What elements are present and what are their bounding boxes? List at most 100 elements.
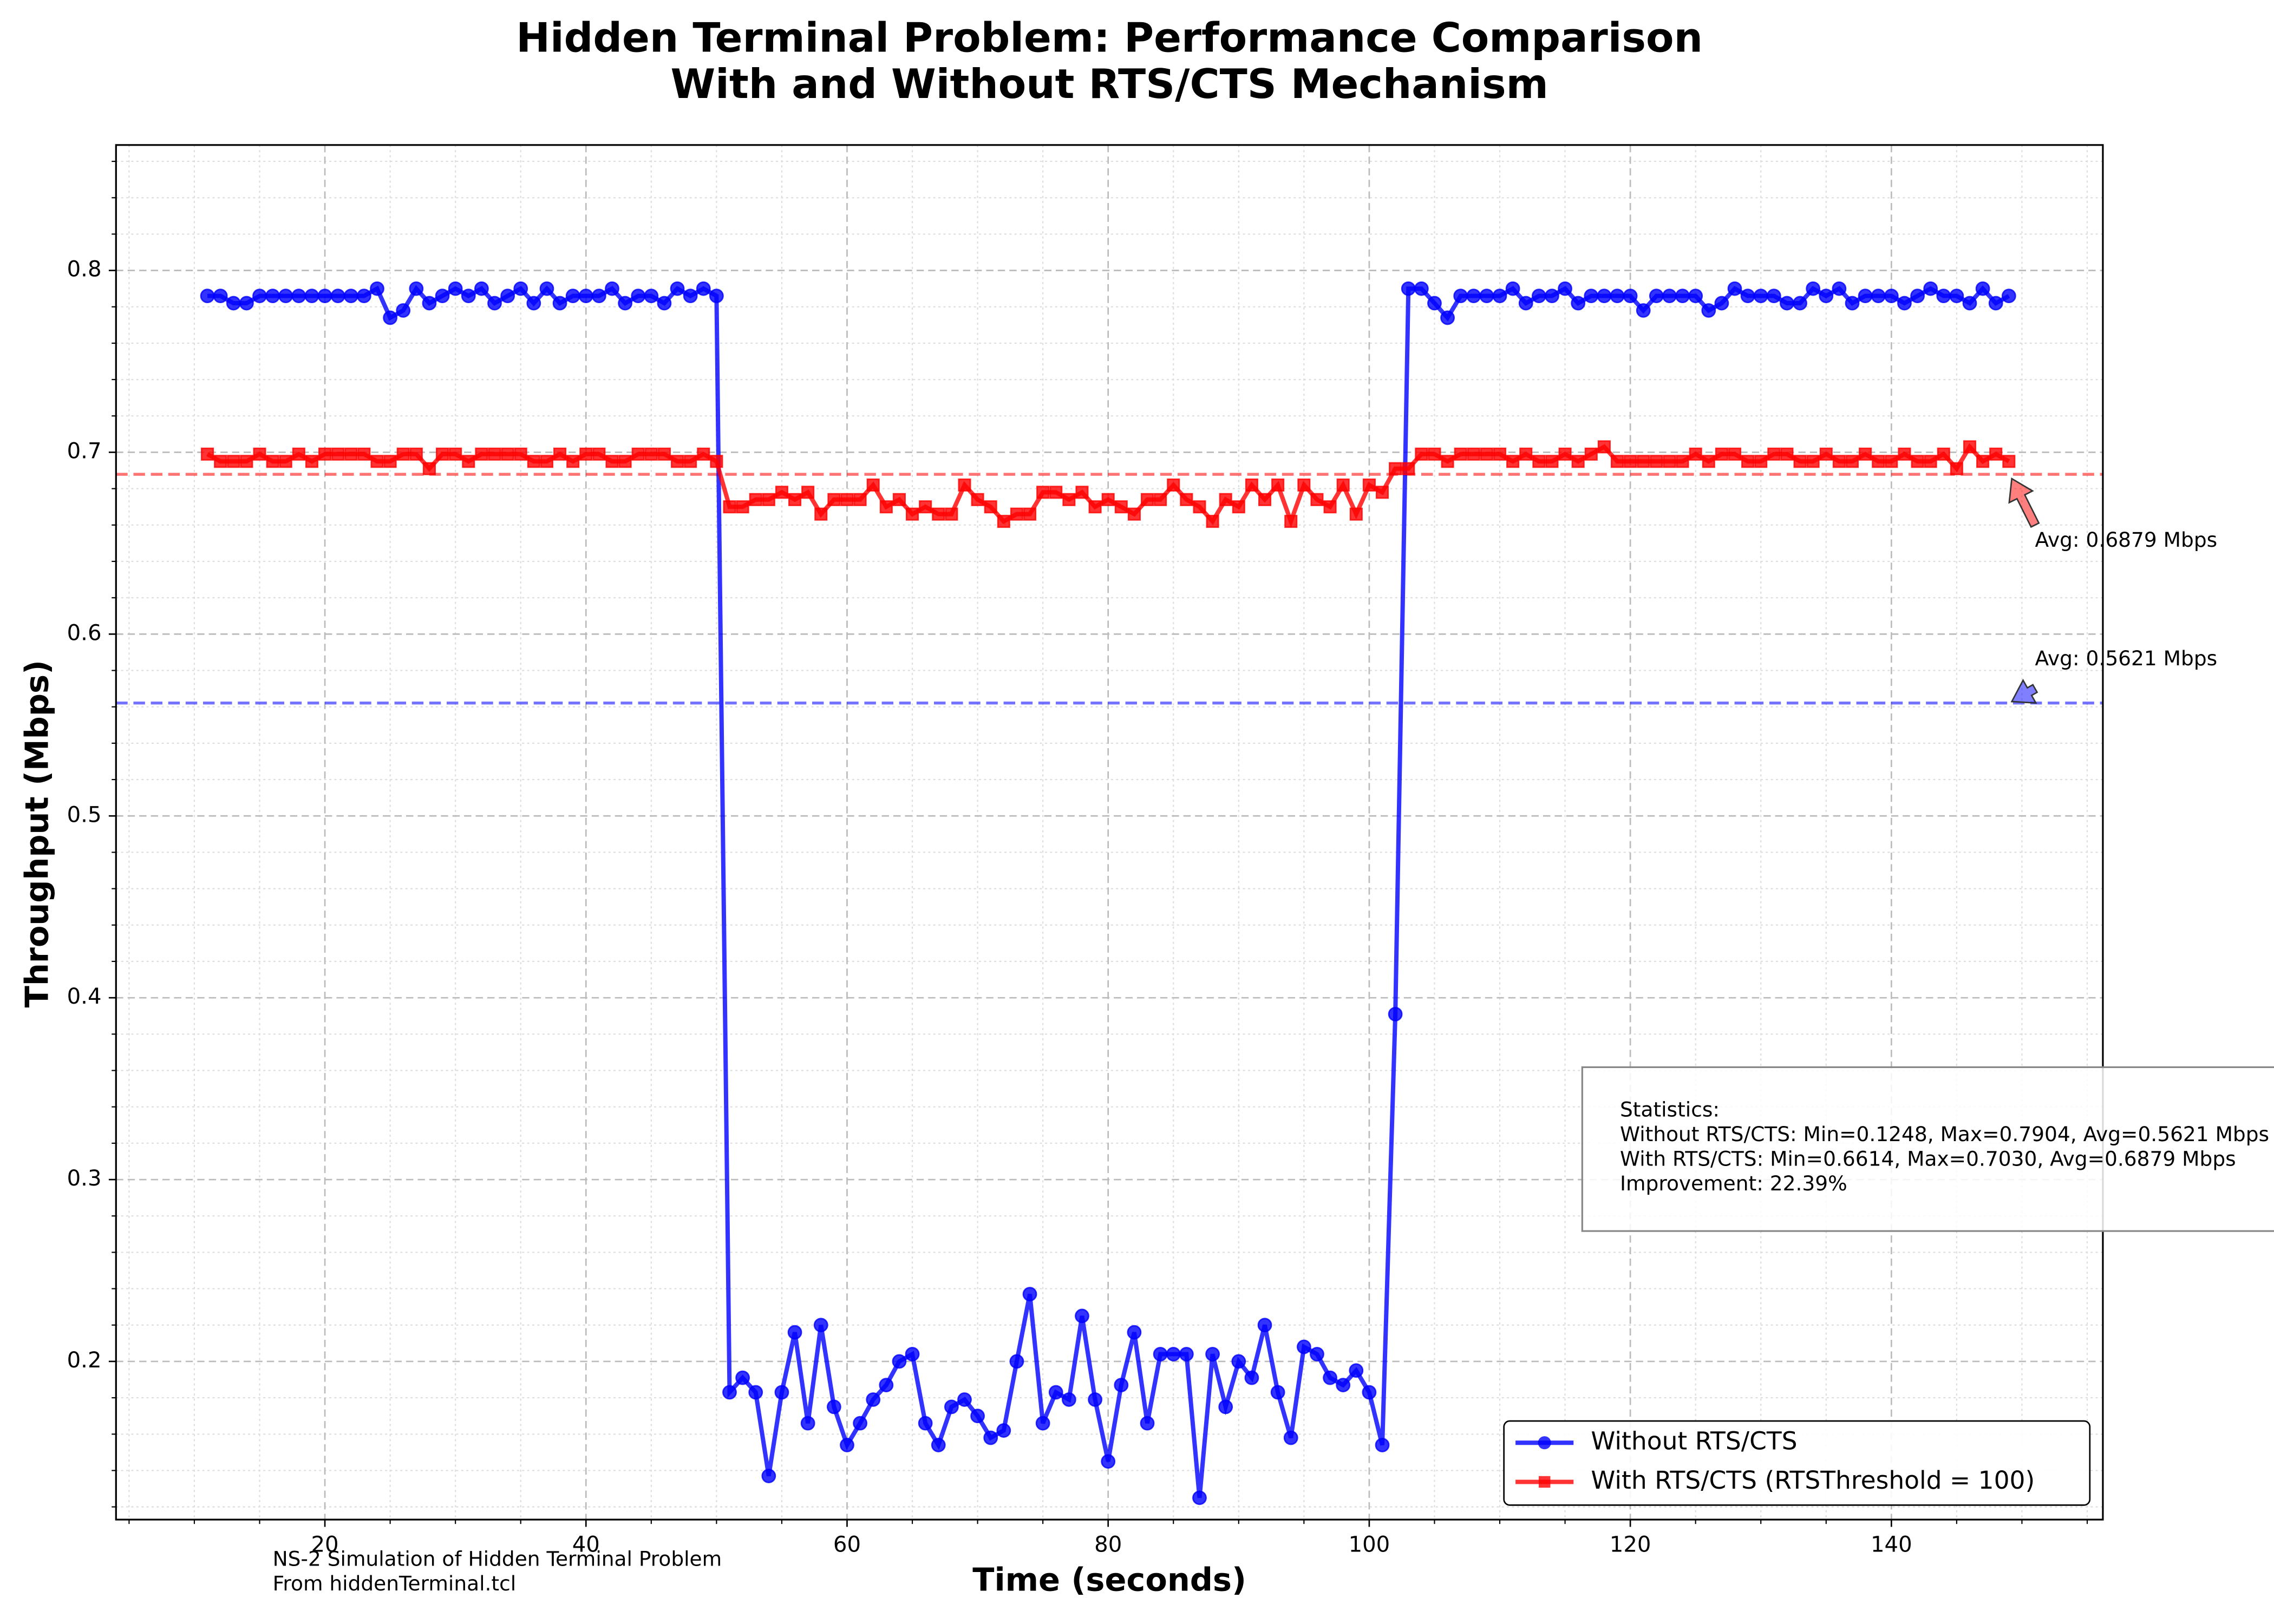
marker xyxy=(1780,296,1794,311)
marker xyxy=(1597,289,1612,304)
marker xyxy=(722,1385,737,1400)
marker xyxy=(226,296,241,311)
marker xyxy=(1506,455,1520,468)
marker xyxy=(1336,1378,1351,1392)
marker xyxy=(1480,447,1493,461)
marker xyxy=(684,455,697,468)
marker xyxy=(1192,1490,1207,1505)
marker xyxy=(591,289,606,304)
marker xyxy=(265,289,280,304)
marker xyxy=(775,486,788,499)
marker xyxy=(1545,455,1559,468)
marker xyxy=(435,447,449,461)
marker xyxy=(1949,289,1964,304)
marker xyxy=(1532,455,1546,468)
marker xyxy=(1127,1325,1142,1340)
marker xyxy=(1584,447,1598,461)
marker xyxy=(997,515,1010,528)
marker xyxy=(1623,289,1638,304)
marker xyxy=(1062,493,1076,506)
marker xyxy=(853,493,867,506)
marker xyxy=(1545,289,1559,304)
marker xyxy=(1297,478,1311,492)
marker xyxy=(1088,500,1102,514)
marker xyxy=(1270,1385,1285,1400)
marker xyxy=(1962,296,1977,311)
marker xyxy=(1310,493,1324,506)
legend-marker xyxy=(1538,1476,1551,1488)
marker xyxy=(1219,493,1232,506)
legend-box xyxy=(1503,1420,2091,1506)
marker xyxy=(1740,289,1755,304)
marker xyxy=(709,289,724,304)
marker xyxy=(1975,281,1990,296)
marker xyxy=(540,455,553,468)
marker xyxy=(1244,1370,1259,1385)
y-tick-label: 0.2 xyxy=(67,1348,102,1373)
x-tick-label: 100 xyxy=(1349,1532,1390,1557)
marker xyxy=(1662,289,1677,304)
marker xyxy=(657,296,672,311)
marker xyxy=(1518,296,1533,311)
marker xyxy=(201,447,214,461)
marker xyxy=(1531,289,1546,304)
marker xyxy=(1284,515,1298,528)
marker xyxy=(200,289,215,304)
marker xyxy=(840,493,854,506)
marker xyxy=(1714,296,1729,311)
marker xyxy=(813,1318,828,1333)
marker xyxy=(1832,455,1846,468)
marker xyxy=(1388,1006,1403,1021)
marker xyxy=(279,455,292,468)
marker xyxy=(1035,1416,1050,1431)
marker xyxy=(723,500,736,514)
marker xyxy=(1558,281,1572,296)
marker xyxy=(1323,500,1337,514)
marker xyxy=(1088,1392,1102,1407)
marker xyxy=(1206,515,1219,528)
marker xyxy=(932,507,945,521)
marker xyxy=(618,455,632,468)
marker xyxy=(1205,1347,1220,1361)
marker xyxy=(1402,462,1415,475)
marker xyxy=(984,500,997,514)
marker xyxy=(1441,455,1454,468)
marker xyxy=(2002,455,2016,468)
marker xyxy=(449,447,462,461)
marker xyxy=(1858,289,1873,304)
legend-label: With RTS/CTS (RTSThreshold = 100) xyxy=(1591,1466,2035,1495)
footnote: From hiddenTerminal.tcl xyxy=(273,1571,517,1595)
marker xyxy=(435,289,450,304)
y-tick-label: 0.3 xyxy=(67,1166,102,1191)
marker xyxy=(396,303,411,318)
marker xyxy=(958,478,971,492)
marker xyxy=(1663,455,1676,468)
marker xyxy=(1701,303,1716,318)
marker xyxy=(1428,447,1441,461)
marker xyxy=(396,447,410,461)
marker xyxy=(422,462,436,475)
stats-text: With RTS/CTS: Min=0.6614, Max=0.7030, Av… xyxy=(1620,1147,2236,1170)
marker xyxy=(1571,296,1586,311)
marker xyxy=(670,281,685,296)
marker xyxy=(631,447,645,461)
marker xyxy=(240,455,253,468)
marker xyxy=(1689,447,1702,461)
marker xyxy=(931,1438,946,1452)
marker xyxy=(1806,281,1821,296)
marker xyxy=(1101,1454,1116,1469)
marker xyxy=(488,447,501,461)
marker xyxy=(1793,455,1807,468)
marker xyxy=(1819,289,1834,304)
marker xyxy=(905,1347,920,1361)
chart-title: With and Without RTS/CTS Mechanism xyxy=(670,60,1548,108)
marker xyxy=(945,507,958,521)
marker xyxy=(1819,447,1833,461)
marker xyxy=(578,289,593,304)
marker xyxy=(657,447,671,461)
marker xyxy=(356,289,371,304)
marker xyxy=(1558,447,1572,461)
marker xyxy=(957,1392,972,1407)
marker xyxy=(1283,1430,1298,1445)
chart-title: Hidden Terminal Problem: Performance Com… xyxy=(516,14,1703,62)
